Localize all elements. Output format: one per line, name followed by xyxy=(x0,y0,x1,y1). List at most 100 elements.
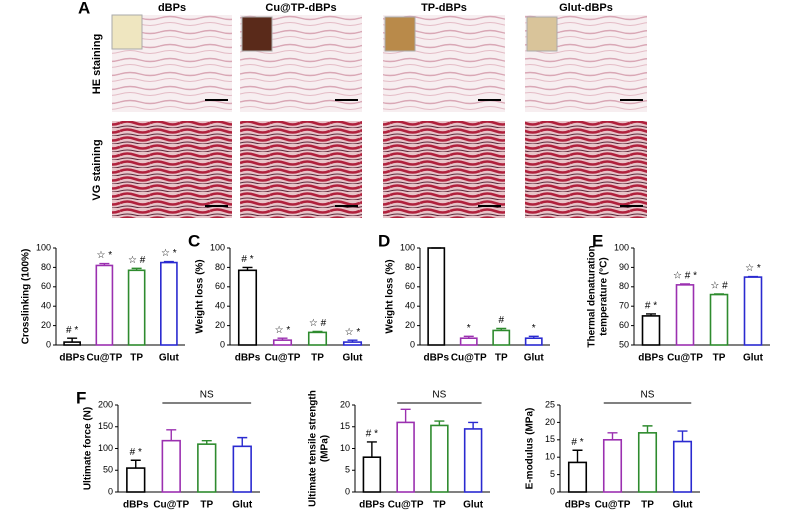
x-tick-label: TP xyxy=(130,353,143,364)
scale-bars xyxy=(205,99,643,207)
x-tick-label: TP xyxy=(495,353,508,364)
y-tick-label: 40 xyxy=(215,301,225,311)
x-tick-label: TP xyxy=(200,500,213,511)
row-label: HE staining xyxy=(91,34,103,95)
y-tick-label: 20 xyxy=(41,320,51,330)
y-tick-label: 60 xyxy=(215,281,225,291)
annotation: ☆ # xyxy=(128,255,146,266)
inset-photo xyxy=(111,14,143,50)
y-tick-label: 10 xyxy=(340,443,350,453)
y-tick-label: 60 xyxy=(405,281,415,291)
x-tick-label: Glut xyxy=(343,353,364,364)
vg-image xyxy=(240,121,362,218)
bracket-label: NS xyxy=(200,390,214,401)
y-tick-label: 70 xyxy=(619,301,629,311)
y-axis-label: Thermal denaturation xyxy=(587,245,598,347)
bar xyxy=(95,264,114,346)
vg-image xyxy=(383,121,505,218)
column-label: Glut-dBPs xyxy=(559,2,613,14)
x-tick-label: dBPs xyxy=(123,500,149,511)
error-bar xyxy=(312,330,323,333)
panel-label: D xyxy=(378,231,390,250)
y-tick-label: 20 xyxy=(405,320,415,330)
inset-photo xyxy=(384,16,416,52)
annotation: ☆ * xyxy=(745,263,761,274)
y-axis-label: Weight loss (%) xyxy=(385,259,396,333)
y-tick-label: 0 xyxy=(550,486,555,496)
error-bar xyxy=(347,339,358,343)
y-axis-label: (MPa) xyxy=(320,435,331,462)
bar xyxy=(237,269,258,346)
x-tick-label: Cu@TP xyxy=(86,353,122,364)
y-tick-label: 15 xyxy=(340,421,350,431)
error-bar xyxy=(67,337,78,343)
error-bar xyxy=(714,293,724,295)
bar xyxy=(232,445,252,493)
x-tick-label: TP xyxy=(433,500,446,511)
y-tick-label: 25 xyxy=(545,399,555,409)
y-tick-label: 100 xyxy=(210,242,225,252)
error-bar xyxy=(166,429,177,441)
y-tick-label: 90 xyxy=(619,262,629,272)
y-tick-label: 0 xyxy=(410,339,415,349)
x-tick-label: Glut xyxy=(232,500,253,511)
error-bar xyxy=(434,420,445,426)
x-tick-label: dBPs xyxy=(359,500,385,511)
bar xyxy=(459,337,478,346)
x-tick-label: Cu@TP xyxy=(595,500,631,511)
bar xyxy=(342,341,363,346)
y-tick-label: 0 xyxy=(220,339,225,349)
annotation: # * xyxy=(645,301,657,312)
x-tick-label: Glut xyxy=(524,353,545,364)
annotation: ☆ # xyxy=(309,318,327,329)
error-bar xyxy=(607,432,618,440)
y-axis-label: temperature (°C) xyxy=(599,257,610,335)
y-tick-label: 80 xyxy=(619,281,629,291)
x-tick-label: Cu@TP xyxy=(451,353,487,364)
y-tick-label: 20 xyxy=(215,320,225,330)
x-tick-label: Cu@TP xyxy=(153,500,189,511)
vg-image xyxy=(112,121,232,218)
y-tick-label: 80 xyxy=(405,262,415,272)
bar xyxy=(427,247,446,346)
y-tick-label: 0 xyxy=(345,486,350,496)
y-tick-label: 40 xyxy=(405,301,415,311)
error-bar xyxy=(572,449,583,463)
bar xyxy=(396,421,415,493)
y-axis-label: Ultimate tensile strength xyxy=(308,390,319,507)
y-tick-label: 50 xyxy=(103,465,113,475)
panel-label: A xyxy=(78,0,90,17)
bar xyxy=(641,315,661,346)
x-tick-label: dBPs xyxy=(565,500,591,511)
bar xyxy=(197,443,217,493)
x-tick-label: dBPs xyxy=(638,353,664,364)
annotation: * xyxy=(532,323,536,334)
y-tick-label: 60 xyxy=(619,320,629,330)
error-bar xyxy=(463,335,474,339)
bar xyxy=(307,331,328,346)
x-tick-label: Cu@TP xyxy=(388,500,424,511)
panel-label: F xyxy=(76,388,86,407)
bar xyxy=(743,276,763,346)
y-tick-label: 40 xyxy=(41,301,51,311)
column-label: dBPs xyxy=(158,2,186,14)
row-label: VG staining xyxy=(91,139,103,200)
error-bar xyxy=(748,275,758,278)
error-bar xyxy=(99,262,110,266)
error-bar xyxy=(131,267,142,271)
annotation: # * xyxy=(571,437,583,448)
bar xyxy=(272,339,293,346)
bar xyxy=(362,456,382,493)
x-tick-label: Glut xyxy=(673,500,694,511)
x-tick-label: Cu@TP xyxy=(667,353,703,364)
y-tick-label: 0 xyxy=(46,339,51,349)
y-tick-label: 60 xyxy=(41,281,51,291)
bracket-label: NS xyxy=(432,390,446,401)
annotation: ☆ # * xyxy=(673,271,697,282)
annotation: ☆ # xyxy=(710,281,728,292)
error-bar xyxy=(680,283,690,285)
panel-label: C xyxy=(188,231,200,250)
y-tick-label: 200 xyxy=(98,399,113,409)
x-tick-label: dBPs xyxy=(423,353,449,364)
